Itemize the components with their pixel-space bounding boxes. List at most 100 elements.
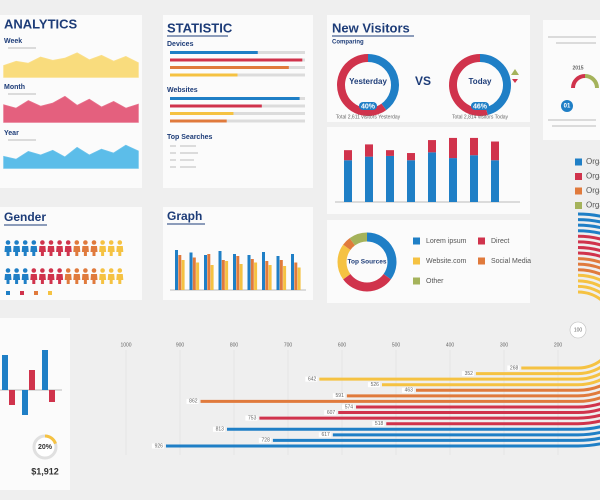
icon-head: [5, 268, 11, 273]
legend-swatch: [575, 173, 582, 180]
bar: [181, 260, 185, 290]
icon-body: [90, 274, 98, 284]
bar: [178, 255, 182, 290]
legend-swatch: [413, 277, 420, 285]
icon-head: [91, 268, 97, 273]
legend-swatch: [413, 237, 420, 245]
icon-body: [38, 246, 46, 256]
icon-head: [91, 240, 97, 245]
bar: [192, 257, 196, 290]
label-bg: [507, 365, 520, 371]
year: 2015: [572, 65, 583, 71]
bar: [250, 259, 254, 290]
icon-body: [81, 246, 89, 256]
bar: [218, 251, 222, 290]
label-bg: [342, 404, 355, 410]
bar: [449, 158, 457, 202]
label-bg: [324, 410, 337, 416]
donut-title: Top Sources: [348, 259, 387, 266]
icon-body: [30, 274, 38, 284]
bar: [236, 256, 240, 290]
subtitle: Comparing: [332, 40, 364, 46]
chart-label: Week: [4, 38, 22, 45]
legend-swatch: [575, 158, 582, 166]
icon-head: [14, 268, 19, 273]
legend-label: Other: [426, 278, 444, 285]
bar-arc: [577, 279, 600, 381]
icon-body: [4, 274, 12, 284]
icon-head: [74, 240, 80, 245]
value-label: 591: [336, 393, 345, 399]
bar: [210, 265, 214, 290]
label-bg: [245, 415, 258, 421]
step: 01: [564, 104, 571, 110]
donut-label: Yesterday: [349, 77, 387, 86]
bar: [491, 160, 499, 202]
label-bg: [186, 398, 199, 404]
legend-swatch: [478, 237, 485, 245]
icon-body: [81, 274, 89, 284]
icon-body: [30, 246, 38, 256]
step-circle: [561, 100, 573, 112]
icon-head: [22, 240, 28, 245]
area: [3, 95, 139, 123]
legend-dot: [34, 291, 38, 295]
bar: [428, 140, 436, 153]
x-tick-label: 300: [500, 342, 509, 348]
center-label: 100: [574, 327, 583, 333]
legend-label: Orga: [586, 157, 600, 166]
icon-head: [14, 240, 19, 245]
legend-label: Orga: [586, 201, 600, 210]
bar: [294, 262, 298, 290]
bar: [170, 51, 258, 54]
icon-body: [90, 246, 98, 256]
bar: [9, 390, 15, 405]
bar: [407, 153, 415, 161]
label-bg: [367, 382, 380, 388]
label-bg: [372, 421, 385, 427]
bar: [470, 155, 478, 202]
bar: [170, 119, 227, 123]
pill: [359, 102, 377, 110]
icon-body: [107, 274, 115, 284]
bar: [297, 267, 301, 290]
donut-segment: [337, 244, 351, 280]
bar: [491, 141, 499, 161]
donut-segment: [337, 54, 387, 116]
legend-label: Orga: [586, 186, 600, 195]
bar: [365, 156, 373, 202]
x-tick-label: 500: [392, 342, 401, 348]
x-tick-label: 700: [284, 342, 293, 348]
arrow-down: [512, 79, 518, 83]
bar: [170, 73, 238, 77]
label-bg: [212, 426, 225, 432]
icon-body: [13, 274, 21, 284]
icon-body: [13, 246, 21, 256]
group-label: Devices: [167, 41, 194, 48]
bar: [344, 160, 352, 202]
title: Graph: [167, 209, 202, 223]
icon-head: [48, 268, 54, 273]
x-tick-label: 400: [446, 342, 455, 348]
bar: [170, 112, 234, 115]
value-label: 352: [465, 371, 474, 377]
value-label: 268: [510, 365, 519, 371]
icon-body: [47, 274, 55, 284]
bar: [225, 261, 229, 290]
legend-swatch: [413, 257, 420, 265]
bar: [268, 265, 272, 290]
bar-arc: [577, 290, 600, 370]
donut-segment: [479, 54, 511, 116]
title: STATISTIC: [167, 20, 233, 35]
icon-body: [38, 274, 46, 284]
caption: Total 2,814 visitors Today: [452, 114, 509, 120]
icon-head: [100, 240, 105, 245]
icon-body: [64, 246, 72, 256]
bar: [470, 137, 478, 156]
bar: [29, 370, 35, 390]
value-label: 617: [321, 432, 330, 438]
value-label: 46%: [473, 103, 488, 110]
icon-body: [56, 246, 64, 256]
icon-head: [117, 268, 123, 273]
